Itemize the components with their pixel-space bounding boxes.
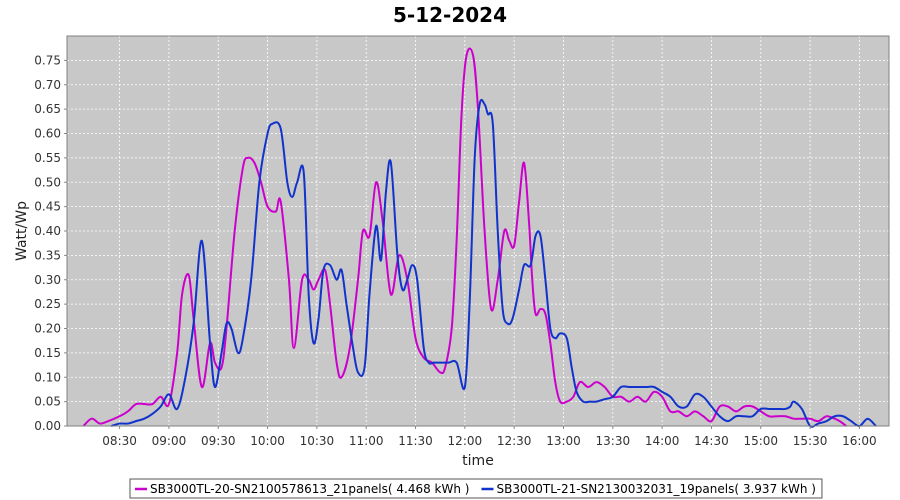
y-tick-label: 0.10 <box>34 370 61 384</box>
y-tick-label: 0.45 <box>34 200 61 214</box>
y-tick-label: 0.50 <box>34 175 61 189</box>
x-tick-label: 14:30 <box>694 434 729 448</box>
x-tick-label: 10:30 <box>300 434 335 448</box>
x-tick-label: 12:30 <box>497 434 532 448</box>
y-tick-label: 0.70 <box>34 78 61 92</box>
legend-label-2: SB3000TL-21-SN2130032031_19panels( 3.937… <box>496 482 815 496</box>
y-tick-label: 0.35 <box>34 248 61 262</box>
x-tick-label: 11:00 <box>349 434 384 448</box>
y-tick-label: 0.05 <box>34 395 61 409</box>
x-tick-label: 13:30 <box>596 434 631 448</box>
x-tick-label: 09:00 <box>152 434 187 448</box>
x-tick-label: 08:30 <box>102 434 137 448</box>
axis-layer: 0.00 0.05 0.10 0.15 0.20 0.25 0.30 0.35 0.40 0.45… <box>34 35 890 448</box>
x-tick-label: 16:00 <box>842 434 877 448</box>
y-tick-label: 0.65 <box>34 102 61 116</box>
x-tick-label: 13:00 <box>546 434 581 448</box>
series-line-1 <box>82 47 847 427</box>
x-tick-label: 10:00 <box>250 434 285 448</box>
x-tick-label: 14:00 <box>645 434 680 448</box>
y-tick-label: 0.25 <box>34 297 61 311</box>
legend-box <box>129 478 823 499</box>
legend-label-1: SB3000TL-20-SN2100578613_21panels( 4.468… <box>150 482 469 496</box>
y-tick-label: 0.60 <box>34 127 61 141</box>
y-tick-label: 0.55 <box>34 151 61 165</box>
y-tick-label: 0.20 <box>34 322 61 336</box>
plot-border <box>66 35 890 427</box>
x-axis-label: time <box>462 453 494 469</box>
x-tick-label: 12:00 <box>448 434 483 448</box>
y-tick-label: 0.15 <box>34 346 61 360</box>
legend: SB3000TL-20-SN2100578613_21panels( 4.468… <box>129 478 823 499</box>
y-tick-label: 0.00 <box>34 419 61 433</box>
x-tick-label: 15:00 <box>743 434 778 448</box>
y-tick-label: 0.40 <box>34 224 61 238</box>
series-layer <box>82 47 877 428</box>
chart-title: 5-12-2024 <box>393 3 507 27</box>
x-tick-label: 09:30 <box>201 434 236 448</box>
x-tick-label: 11:30 <box>398 434 433 448</box>
series-line-2 <box>111 98 877 428</box>
y-tick-label: 0.75 <box>34 53 61 67</box>
plot-area <box>67 36 889 426</box>
y-tick-label: 0.30 <box>34 273 61 287</box>
y-axis-label: Watt/Wp <box>14 201 30 261</box>
x-tick-label: 15:30 <box>793 434 828 448</box>
